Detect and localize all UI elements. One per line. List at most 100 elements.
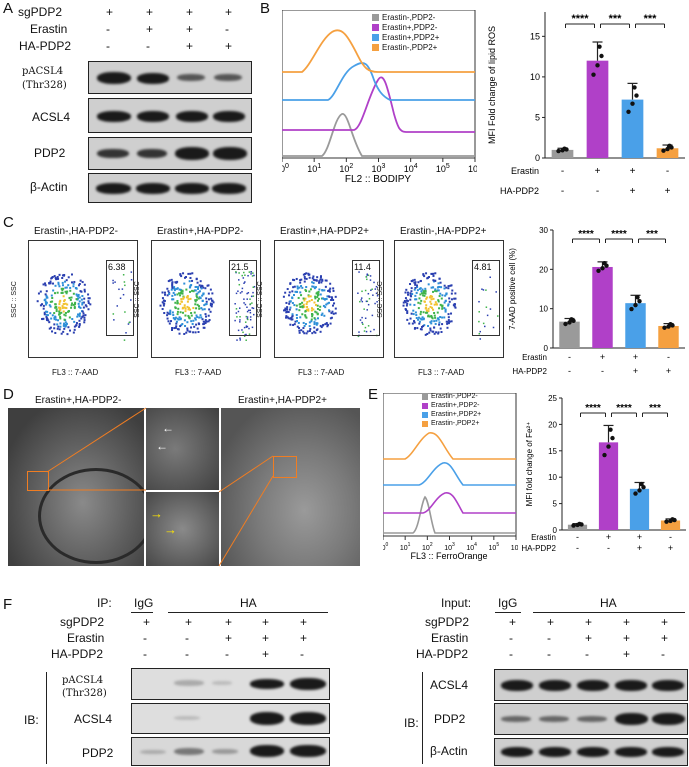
density-dot bbox=[173, 288, 176, 291]
data-point bbox=[630, 101, 635, 106]
data-point bbox=[596, 268, 601, 274]
data-point bbox=[591, 72, 596, 77]
density-dot bbox=[45, 290, 48, 293]
density-dot bbox=[173, 289, 176, 292]
blot-pdp2 bbox=[88, 137, 252, 170]
density-dot bbox=[303, 277, 306, 280]
flow-y-label: SSC :: SSC bbox=[376, 281, 384, 318]
sign-cell: - bbox=[509, 631, 513, 645]
legend-item: Erastin-,PDP2+ bbox=[422, 419, 481, 428]
density-dot bbox=[319, 305, 322, 308]
density-dot bbox=[444, 308, 447, 311]
density-dot bbox=[367, 303, 370, 306]
density-dot bbox=[75, 287, 78, 290]
density-dot bbox=[173, 286, 176, 289]
density-dot bbox=[402, 301, 405, 304]
density-dot bbox=[61, 284, 64, 287]
legend-item: Erastin+,PDP2+ bbox=[422, 410, 481, 419]
sign-cell: + bbox=[262, 647, 270, 661]
density-dot bbox=[304, 297, 307, 300]
density-dot bbox=[244, 281, 246, 283]
density-dot bbox=[208, 318, 211, 321]
density-dot bbox=[193, 325, 196, 328]
density-dot bbox=[331, 310, 334, 313]
density-dot bbox=[299, 306, 302, 309]
density-dot bbox=[315, 311, 318, 314]
data-point bbox=[608, 427, 613, 432]
density-dot bbox=[406, 299, 409, 302]
density-dot bbox=[311, 281, 314, 284]
density-dot bbox=[454, 292, 457, 295]
panel-letter-e: E bbox=[368, 386, 379, 403]
density-dot bbox=[184, 310, 187, 313]
density-dot bbox=[186, 300, 189, 303]
density-dot bbox=[170, 278, 173, 281]
density-dot bbox=[161, 301, 164, 304]
density-dot bbox=[60, 287, 63, 290]
density-dot bbox=[370, 289, 372, 291]
density-dot bbox=[60, 311, 63, 314]
density-dot bbox=[71, 318, 74, 321]
density-dot bbox=[182, 306, 185, 309]
density-dot bbox=[320, 314, 323, 317]
density-dot bbox=[302, 303, 305, 306]
ip-label: IP: bbox=[97, 596, 112, 610]
density-dot bbox=[413, 303, 416, 306]
density-dot bbox=[246, 318, 249, 321]
density-dot bbox=[64, 306, 67, 309]
density-dot bbox=[312, 308, 315, 311]
density-dot bbox=[313, 287, 316, 290]
density-dot bbox=[413, 321, 416, 324]
flow-gate-value: 21.5 bbox=[231, 262, 249, 272]
condition-label: HA-PDP2 bbox=[500, 186, 539, 196]
density-dot bbox=[48, 321, 51, 324]
y-tick-label: 20 bbox=[539, 265, 548, 274]
data-point bbox=[665, 146, 670, 152]
density-dot bbox=[81, 281, 84, 284]
density-dot bbox=[310, 313, 313, 316]
condition-sign: - bbox=[576, 532, 579, 542]
density-dot bbox=[49, 300, 52, 303]
density-dot bbox=[330, 296, 333, 299]
density-dot bbox=[314, 303, 317, 306]
sig-stars: *** bbox=[646, 229, 658, 240]
y-tick-label: 15 bbox=[530, 31, 540, 41]
density-dot bbox=[489, 308, 492, 310]
density-dot bbox=[71, 281, 74, 284]
hist-legend: Erastin-,PDP2- Erastin+,PDP2- Erastin+,PDP… bbox=[372, 12, 439, 52]
density-dot bbox=[426, 311, 429, 314]
density-dot bbox=[73, 280, 76, 283]
density-dot bbox=[444, 310, 447, 313]
density-dot bbox=[434, 272, 437, 275]
density-dot bbox=[406, 310, 409, 313]
bar bbox=[625, 303, 646, 348]
density-dot bbox=[195, 323, 198, 326]
density-dot bbox=[429, 327, 432, 330]
density-dot bbox=[427, 283, 430, 286]
density-dot bbox=[318, 308, 321, 311]
fe-trace-purple bbox=[383, 492, 516, 514]
density-dot bbox=[83, 316, 86, 319]
bar bbox=[592, 266, 613, 348]
density-dot bbox=[53, 312, 56, 315]
density-dot bbox=[212, 301, 215, 304]
density-dot bbox=[295, 314, 298, 317]
legend-item: Erastin-,PDP2- bbox=[422, 392, 481, 401]
density-dot bbox=[205, 300, 208, 303]
density-dot bbox=[437, 282, 440, 285]
density-dot bbox=[315, 323, 318, 326]
density-dot bbox=[58, 273, 61, 276]
density-dot bbox=[195, 307, 198, 310]
density-dot bbox=[73, 307, 76, 310]
density-dot bbox=[413, 288, 416, 291]
x-tick-label: 100 bbox=[383, 542, 389, 552]
density-dot bbox=[417, 307, 420, 310]
density-dot bbox=[361, 316, 363, 319]
density-dot bbox=[334, 307, 337, 310]
ip-ha-label: HA bbox=[240, 596, 257, 610]
density-dot bbox=[74, 301, 77, 304]
density-dot bbox=[203, 308, 206, 311]
hist-trace-orange bbox=[282, 29, 475, 73]
density-dot bbox=[72, 292, 75, 295]
